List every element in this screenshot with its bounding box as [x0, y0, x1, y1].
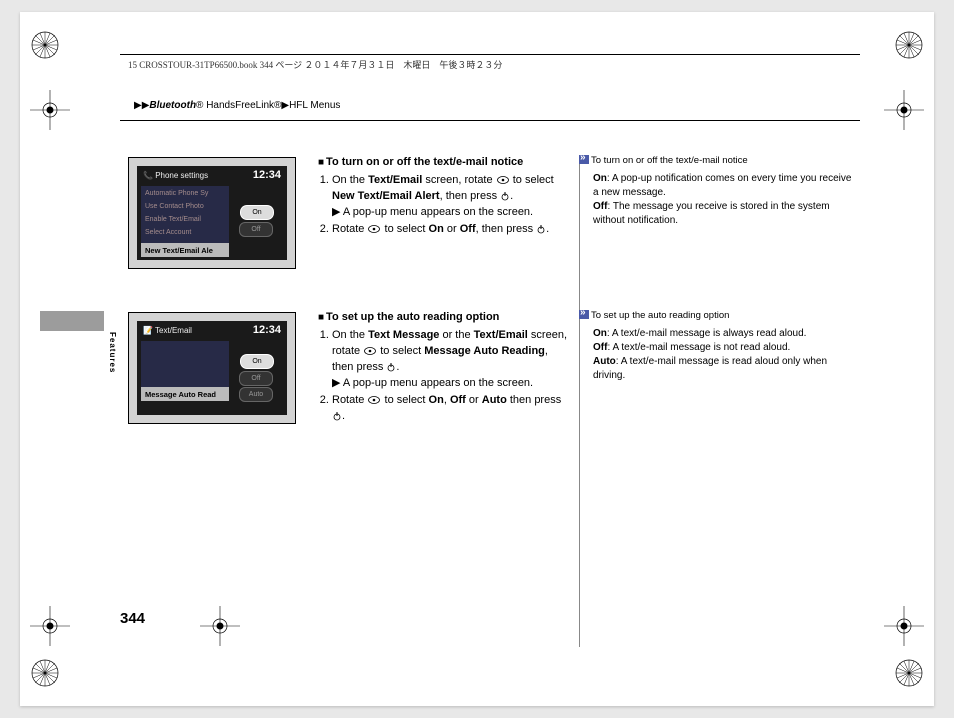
right-heading-text: To turn on or off the text/e-mail notice: [591, 155, 748, 166]
option-pill-off: Off: [239, 222, 273, 237]
instructions-section-2: ■To set up the auto reading option On th…: [318, 310, 568, 426]
screen-clock: 12:34: [253, 169, 281, 181]
registration-mark-icon: [30, 658, 60, 688]
press-button-icon: [500, 191, 510, 201]
option-pill-on: On: [241, 206, 273, 219]
double-arrow-icon: [579, 155, 589, 164]
screen-row: Enable Text/Email: [145, 216, 201, 223]
crosshair-icon: [30, 90, 70, 130]
desc-off: : The message you receive is stored in t…: [593, 201, 830, 226]
right-note-1: To turn on or off the text/e-mail notice…: [579, 155, 857, 228]
right-heading-text: To set up the auto reading option: [591, 310, 729, 321]
label-off: Off: [593, 342, 607, 353]
option-pill-auto: Auto: [239, 387, 273, 402]
instructions-section-1: ■To turn on or off the text/e-mail notic…: [318, 155, 568, 239]
rotate-dial-icon: [496, 175, 510, 185]
side-tab-label: Features: [108, 332, 117, 373]
rotate-dial-icon: [367, 224, 381, 234]
desc-auto: : A text/e-mail message is read aloud on…: [593, 356, 827, 381]
step-2: Rotate to select On or Off, then press .: [332, 222, 568, 238]
screen-row-highlighted: Message Auto Read: [145, 390, 216, 399]
label-off: Off: [593, 201, 607, 212]
breadcrumb-part: Bluetooth: [149, 100, 196, 111]
registration-mark-icon: [894, 658, 924, 688]
option-pill-off: Off: [239, 371, 273, 386]
breadcrumb: ▶▶Bluetooth® HandsFreeLink®▶HFL Menus: [134, 100, 340, 111]
press-button-icon: [536, 224, 546, 234]
page-number: 344: [120, 610, 145, 627]
screen-title: 📝 Text/Email: [143, 326, 192, 335]
rotate-dial-icon: [363, 346, 377, 356]
crosshair-icon: [200, 606, 240, 646]
label-on: On: [593, 328, 607, 339]
desc-on: : A pop-up notification comes on every t…: [593, 173, 851, 198]
screen-row: Use Contact Photo: [145, 203, 204, 210]
screen-preview-text-email: 📝 Text/Email 12:34 Message Auto Read On …: [128, 312, 296, 424]
section-heading: To turn on or off the text/e-mail notice: [326, 156, 523, 168]
screen-row: Automatic Phone Sy: [145, 190, 208, 197]
side-tab: [40, 311, 104, 331]
double-arrow-icon: [579, 310, 589, 319]
press-button-icon: [332, 411, 342, 421]
page: 15 CROSSTOUR-31TP66500.book 344 ページ ２０１４…: [20, 12, 934, 706]
step-2: Rotate to select On, Off or Auto then pr…: [332, 393, 568, 425]
breadcrumb-part: HFL Menus: [289, 100, 340, 111]
book-info-text: 15 CROSSTOUR-31TP66500.book 344 ページ ２０１４…: [128, 58, 502, 71]
registration-mark-icon: [894, 30, 924, 60]
crosshair-icon: [30, 606, 70, 646]
screen-preview-phone-settings: 📞 Phone settings 12:34 Automatic Phone S…: [128, 157, 296, 269]
label-on: On: [593, 173, 607, 184]
screen-clock: 12:34: [253, 324, 281, 336]
right-note-2: To set up the auto reading option On: A …: [579, 310, 857, 383]
right-column-divider: [579, 157, 580, 647]
crosshair-icon: [884, 90, 924, 130]
screen-row-highlighted: New Text/Email Ale: [145, 246, 213, 255]
screen-title: 📞 Phone settings: [143, 171, 208, 180]
rotate-dial-icon: [367, 395, 381, 405]
step-1: On the Text Message or the Text/Email sc…: [332, 328, 568, 392]
breadcrumb-part: ® HandsFreeLink®: [196, 100, 281, 111]
header-rule: [120, 120, 860, 121]
desc-off: : A text/e-mail message is not read alou…: [607, 342, 790, 353]
press-button-icon: [386, 362, 396, 372]
section-heading: To set up the auto reading option: [326, 311, 499, 323]
option-pill-on: On: [241, 355, 273, 368]
crosshair-icon: [884, 606, 924, 646]
screen-row: Select Account: [145, 229, 191, 236]
label-auto: Auto: [593, 356, 616, 367]
desc-on: : A text/e-mail message is always read a…: [607, 328, 807, 339]
step-1: On the Text/Email screen, rotate to sele…: [332, 173, 568, 221]
registration-mark-icon: [30, 30, 60, 60]
top-rule: [120, 54, 860, 55]
